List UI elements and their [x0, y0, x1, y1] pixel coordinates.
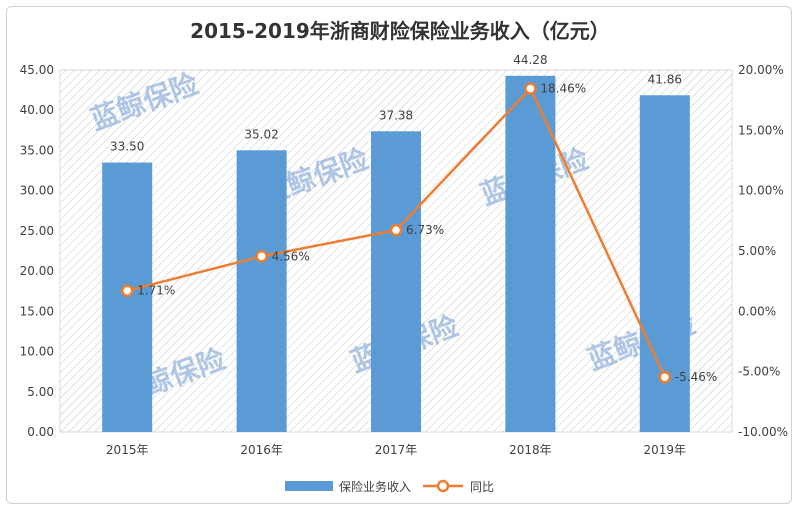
left-tick-label: 20.00	[20, 264, 54, 278]
category-label: 2016年	[240, 443, 283, 457]
left-tick-label: 10.00	[20, 345, 54, 359]
right-tick-label: -5.00%	[738, 365, 780, 379]
right-tick-label: -10.00%	[738, 425, 788, 439]
bar	[236, 150, 287, 432]
left-tick-label: 45.00	[20, 63, 54, 77]
bar-data-labels: 33.50 35.02 37.38 44.28 41.86	[110, 53, 682, 154]
bar	[102, 162, 153, 432]
line-point	[524, 82, 537, 95]
legend-swatch-bar	[285, 481, 333, 491]
left-tick-label: 40.00	[20, 103, 54, 117]
line-value-label: 4.56%	[272, 249, 310, 263]
line-data-labels: 1.71% 4.56% 6.73% 18.46% -5.46%	[137, 82, 717, 385]
line-point	[389, 223, 403, 237]
bar-value-label: 33.50	[110, 140, 144, 154]
category-label: 2019年	[644, 443, 687, 457]
line-value-label: 1.71%	[137, 284, 175, 298]
category-label: 2017年	[375, 443, 418, 457]
right-tick-label: 0.00%	[738, 304, 776, 318]
left-axis: 0.00 5.00 10.00 15.00 20.00 25.00 30.00 35.00 40…	[20, 63, 54, 439]
right-tick-label: 15.00%	[738, 123, 784, 137]
right-tick-label: 10.00%	[738, 184, 784, 198]
bar-value-label: 41.86	[648, 72, 682, 86]
line-value-label: 6.73%	[406, 223, 444, 237]
legend-label-line: 同比	[470, 480, 494, 494]
bar-value-label: 44.28	[513, 53, 547, 67]
category-label: 2018年	[509, 443, 552, 457]
left-tick-label: 30.00	[20, 184, 54, 198]
legend: 保险业务收入 同比	[285, 479, 494, 494]
category-axis: 2015年 2016年 2017年 2018年 2019年	[106, 443, 686, 457]
bar	[371, 131, 421, 433]
left-tick-label: 35.00	[20, 143, 54, 157]
category-label: 2015年	[106, 443, 149, 457]
right-axis: -10.00% -5.00% 0.00% 5.00% 10.00% 15.00% 20.00…	[738, 63, 788, 439]
line-point	[120, 284, 134, 297]
right-tick-label: 20.00%	[738, 63, 784, 77]
line-point	[658, 370, 672, 384]
line-point	[255, 250, 268, 263]
legend-swatch-marker	[436, 479, 450, 493]
right-tick-label: 5.00%	[738, 244, 776, 258]
legend-label-bar: 保险业务收入	[339, 479, 411, 494]
line-series	[120, 82, 672, 384]
left-tick-label: 25.00	[20, 224, 54, 238]
bar-value-label: 35.02	[244, 127, 278, 141]
bar	[505, 75, 556, 433]
left-tick-label: 15.00	[20, 304, 54, 318]
bar-series	[102, 75, 690, 433]
left-tick-label: 5.00	[27, 385, 54, 399]
chart-title: 2015-2019年浙商财险保险业务收入（亿元）	[190, 19, 610, 43]
bar-value-label: 37.38	[379, 108, 413, 122]
line-value-label: -5.46%	[675, 370, 717, 384]
line-value-label: 18.46%	[540, 82, 586, 96]
left-tick-label: 0.00	[27, 425, 54, 439]
